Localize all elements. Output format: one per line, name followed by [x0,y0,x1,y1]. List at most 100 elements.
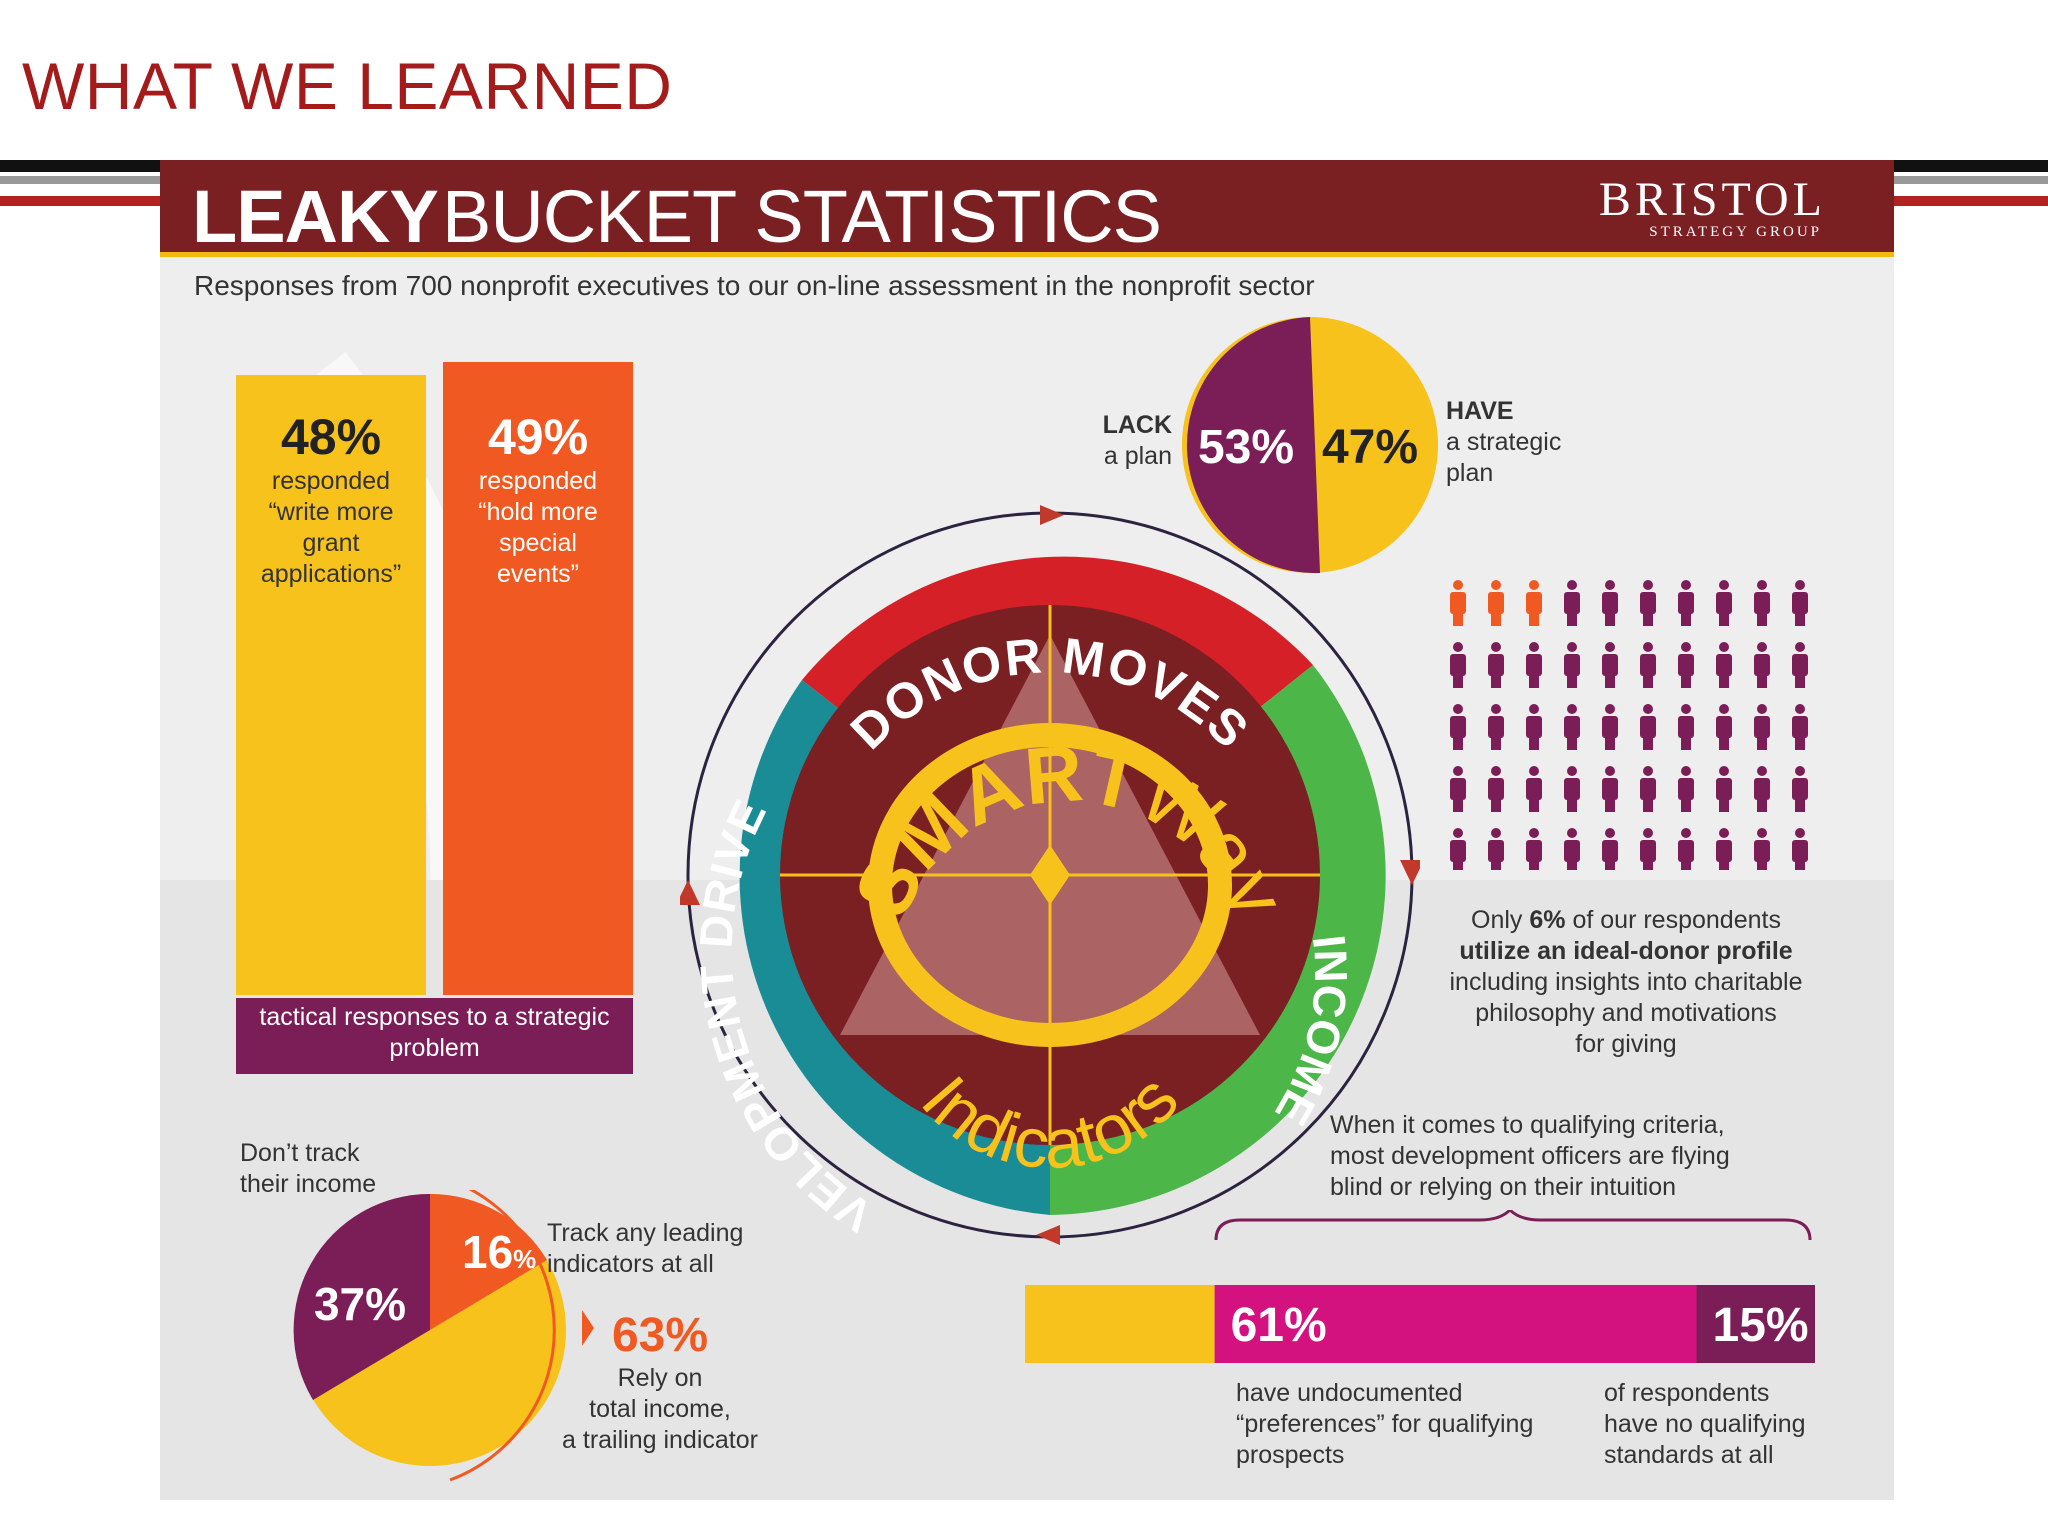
income-16-value: 16% [462,1226,536,1278]
criteria-segment [1214,1285,1697,1363]
criteria-15-3: standards at all [1604,1441,1774,1469]
person-icon [1602,580,1618,626]
donor-line-1: Only 6% of our respondents [1426,905,1826,936]
bristol-logo-sub: STRATEGY GROUP [1649,224,1822,240]
criteria-61-2: “preferences” for qualifying [1236,1410,1534,1438]
bar2-text-3: special [499,529,577,557]
donor-line-2: utilize an ideal-donor profile [1459,937,1793,965]
criteria-61-3: prospects [1236,1441,1345,1469]
bar-special-events [443,362,633,995]
arrow-top-icon [1040,505,1064,525]
person-icon [1640,580,1656,626]
rely-caption: 63% Rely on total income, a trailing ind… [540,1308,780,1456]
person-icon [1716,704,1732,750]
infographic-title-bold: LEAKY [192,175,439,258]
person-icon [1564,704,1580,750]
person-icon [1488,642,1504,688]
person-icon [1526,580,1542,626]
arrow-bottom-icon [1036,1225,1060,1245]
criteria-15-1: of respondents [1604,1379,1770,1407]
person-icon [1716,642,1732,688]
person-icon [1450,828,1466,870]
bar-write-grants [236,375,426,995]
bar2-text-4: events” [497,560,579,588]
person-icon [1488,580,1504,626]
subtitle: Responses from 700 nonprofit executives … [194,270,1315,301]
bar1-text-2: “write more [268,498,394,526]
donor-line-5: for giving [1575,1030,1677,1058]
person-icon [1526,828,1542,870]
criteria-intro-2: most development officers are flying [1330,1142,1730,1170]
person-icon [1792,828,1808,870]
bar2-value: 49% [487,409,589,465]
donor-line-3: including insights into charitable [1449,968,1803,996]
person-icon [1792,642,1808,688]
criteria-15-caption: of respondents have no qualifying standa… [1604,1378,1806,1471]
infographic-title-light: BUCKET STATISTICS [442,175,1162,258]
people-icon-grid [1450,580,1808,870]
criteria-segment-label: 61% [1231,1299,1327,1352]
person-icon [1678,766,1694,812]
tactical-footer-2: problem [389,1034,480,1062]
smartway-wheel: DONOR MOVES DEVELOPMENT DRIVERS INCOME S… [680,505,1420,1245]
dont-track-1: Don’t track [240,1139,360,1167]
arrow-right-icon [1400,860,1420,885]
person-icon [1716,580,1732,626]
person-icon [1640,766,1656,812]
bar2-text-2: “hold more [478,498,598,526]
criteria-segment-label: 15% [1713,1299,1809,1352]
donor-of-respondents: of our respondents [1565,906,1781,934]
plan-have-sub-2: plan [1446,459,1494,487]
person-icon [1602,766,1618,812]
track-leading-caption: Track any leading indicators at all [547,1218,743,1280]
person-icon [1526,642,1542,688]
criteria-brace [1214,1210,1812,1241]
person-icon [1792,704,1808,750]
criteria-intro-3: blind or relying on their intuition [1330,1173,1677,1201]
plan-lack-label: LACK [1102,411,1172,439]
plan-pie: 53% 47% [1182,317,1438,574]
donor-line-4: philosophy and motivations [1475,999,1777,1027]
person-icon [1450,642,1466,688]
person-icon [1602,642,1618,688]
person-icon [1678,704,1694,750]
person-icon [1488,704,1504,750]
plan-have-sub-1: a strategic [1446,428,1562,456]
person-icon [1678,580,1694,626]
person-icon [1754,704,1770,750]
arrow-left-icon [680,880,700,905]
donor-only: Only [1471,906,1530,934]
track-leading-1: Track any leading [547,1219,744,1247]
person-icon [1678,828,1694,870]
person-icon [1792,580,1808,626]
person-icon [1640,828,1656,870]
person-icon [1564,642,1580,688]
person-icon [1450,580,1466,626]
plan-lack-caption: LACK a plan [1060,410,1172,472]
person-icon [1488,828,1504,870]
diamond-icon [1030,845,1070,905]
track-leading-2: indicators at all [547,1250,714,1278]
tactical-footer-1: tactical responses to a strategic [259,1003,610,1031]
criteria-segment [1025,1285,1215,1363]
plan-have-label: HAVE [1446,397,1514,425]
bar2-label: 49% responded “hold more special events” [443,408,633,590]
person-icon [1640,704,1656,750]
donor-6pct: 6% [1529,906,1566,934]
header-bar: LEAKY BUCKET STATISTICS BRISTOL STRATEGY… [160,160,1894,258]
rely-2: total income, [589,1395,731,1423]
bar1-value: 48% [280,409,382,465]
income-37-value: 37% [314,1278,406,1330]
bristol-logo: BRISTOL [1598,173,1826,226]
bar1-label: 48% responded “write more grant applicat… [236,408,426,590]
person-icon [1754,766,1770,812]
criteria-15-2: have no qualifying [1604,1410,1806,1438]
person-icon [1564,580,1580,626]
bar2-text-1: responded [478,467,598,495]
person-icon [1640,642,1656,688]
person-icon [1602,704,1618,750]
person-icon [1564,828,1580,870]
tactical-footer: tactical responses to a strategic proble… [236,998,633,1074]
bar1-text-3: grant [302,529,360,557]
rely-3: a trailing indicator [562,1426,758,1454]
